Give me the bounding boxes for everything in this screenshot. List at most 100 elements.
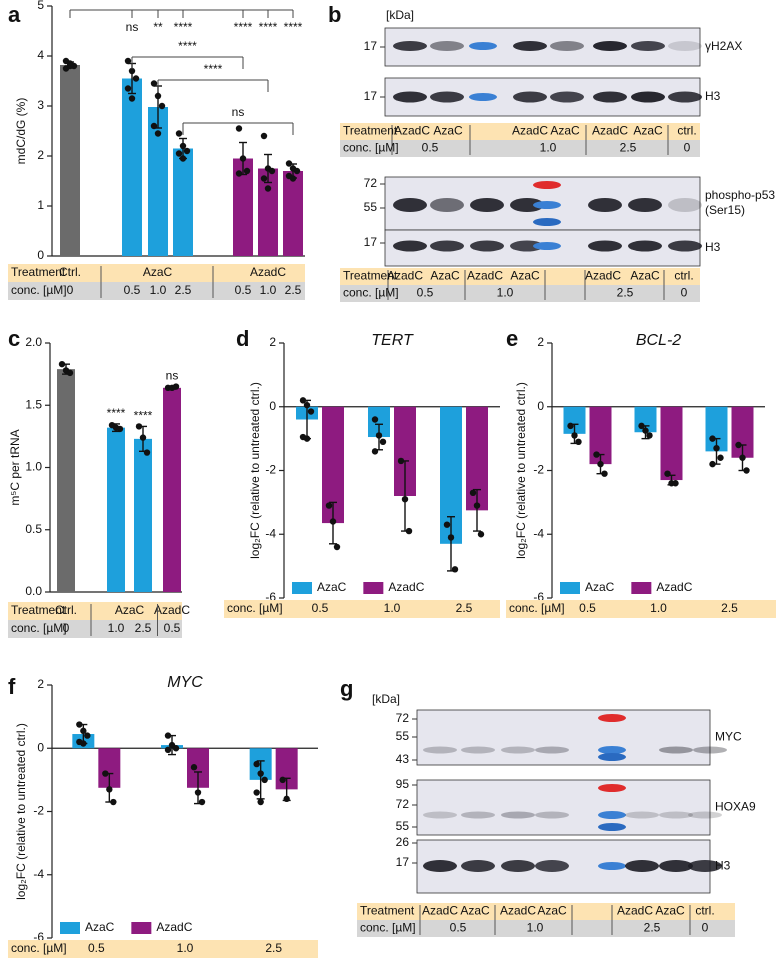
table-cell: 0: [681, 286, 688, 300]
data-point: [672, 480, 679, 487]
table-cell: Treatment: [360, 904, 415, 918]
table-cell: AzadC: [592, 124, 628, 138]
legend-label: AzaC: [317, 580, 347, 594]
data-point: [664, 470, 671, 477]
ladder-band: [598, 714, 626, 722]
data-point: [264, 185, 272, 192]
data-point: [106, 786, 113, 793]
protein-band: [393, 41, 427, 51]
protein-band: [393, 91, 427, 103]
y-axis-label: log₂FC (relative to untreated ctrl.): [14, 723, 28, 900]
data-point: [379, 438, 387, 446]
y-tick-label: -6: [533, 590, 544, 604]
table-cell: 2.5: [721, 601, 738, 615]
y-tick-label: 3: [37, 98, 44, 112]
protein-band: [668, 198, 702, 212]
data-point: [739, 454, 746, 461]
table-cell: ctrl.: [695, 904, 714, 918]
data-point: [158, 102, 166, 110]
table-cell: 0: [63, 621, 70, 635]
table-cell: conc. [µM]: [343, 286, 399, 300]
table-cell: conc. [µM]: [227, 601, 283, 615]
marker-label: 17: [364, 89, 378, 103]
protein-band: [593, 41, 627, 51]
data-point: [183, 147, 191, 155]
ladder-band: [598, 753, 626, 761]
table-cell: 0.5: [164, 621, 181, 635]
data-point: [375, 432, 383, 439]
data-point: [329, 518, 337, 525]
table-cell: ctrl.: [674, 269, 693, 283]
protein-band: [588, 198, 622, 212]
y-tick-label: 4: [37, 48, 44, 62]
bar: [57, 369, 75, 592]
data-point: [116, 425, 124, 433]
data-point: [451, 566, 459, 573]
data-point: [179, 155, 187, 162]
protein-band: [510, 198, 544, 212]
data-point: [239, 155, 247, 162]
protein-band: [535, 860, 569, 872]
panel-label: b: [328, 2, 341, 27]
data-point: [80, 740, 87, 747]
table-cell: AzadC: [512, 124, 548, 138]
data-point: [154, 130, 162, 137]
data-point: [303, 435, 311, 442]
table-cell: 1.0: [384, 601, 401, 615]
legend-label: AzadC: [388, 580, 424, 594]
data-point: [397, 457, 405, 465]
table-cell: Treatment: [11, 603, 66, 617]
ladder-band: [533, 201, 561, 209]
table-cell: 2.5: [175, 283, 192, 297]
data-point: [371, 416, 379, 423]
blot-membrane: [416, 709, 711, 766]
table-row: [506, 600, 776, 618]
significance-label: ****: [174, 20, 193, 34]
table-cell: conc. [µM]: [11, 941, 67, 955]
table-row: [8, 282, 305, 300]
table-cell: 0.5: [579, 601, 596, 615]
data-point: [447, 534, 455, 541]
significance-label: ****: [284, 20, 303, 34]
table-row: [8, 602, 182, 620]
table-cell: 1.0: [177, 941, 194, 955]
table-cell: conc. [µM]: [509, 601, 565, 615]
protein-band: [501, 811, 535, 819]
significance-label: ****: [259, 20, 278, 34]
table-cell: AzaC: [433, 124, 463, 138]
table-cell: Treatment: [343, 124, 398, 138]
table-row: [340, 123, 700, 140]
marker-label: 26: [396, 835, 410, 849]
bar: [322, 406, 344, 524]
blot-membrane: [416, 779, 711, 836]
panel-label: g: [340, 676, 353, 701]
data-point: [132, 75, 140, 82]
table-cell: AzaC: [430, 269, 460, 283]
protein-label: H3: [715, 859, 731, 873]
protein-band: [535, 746, 569, 754]
y-tick-label: 1.5: [25, 397, 42, 411]
table-cell: 2.5: [620, 141, 637, 155]
table-row: [224, 600, 500, 618]
significance-label: ns: [126, 20, 139, 34]
table-cell: AzadC: [422, 904, 458, 918]
protein-band: [550, 41, 584, 51]
protein-band: [588, 240, 622, 252]
table-cell: AzadC: [394, 124, 430, 138]
ladder-band: [533, 242, 561, 250]
data-point: [567, 422, 574, 430]
panel-label: c: [8, 326, 20, 351]
bar: [368, 406, 390, 438]
protein-band: [423, 860, 457, 872]
data-point: [164, 746, 172, 754]
legend-swatch: [560, 582, 580, 594]
table-cell: AzadC: [467, 269, 503, 283]
protein-band: [628, 240, 662, 252]
legend-label: AzaC: [85, 920, 115, 934]
data-point: [66, 369, 74, 377]
data-point: [713, 444, 720, 452]
data-point: [154, 92, 162, 100]
protein-band: [513, 91, 547, 103]
bar: [122, 78, 142, 256]
data-point: [371, 448, 379, 455]
